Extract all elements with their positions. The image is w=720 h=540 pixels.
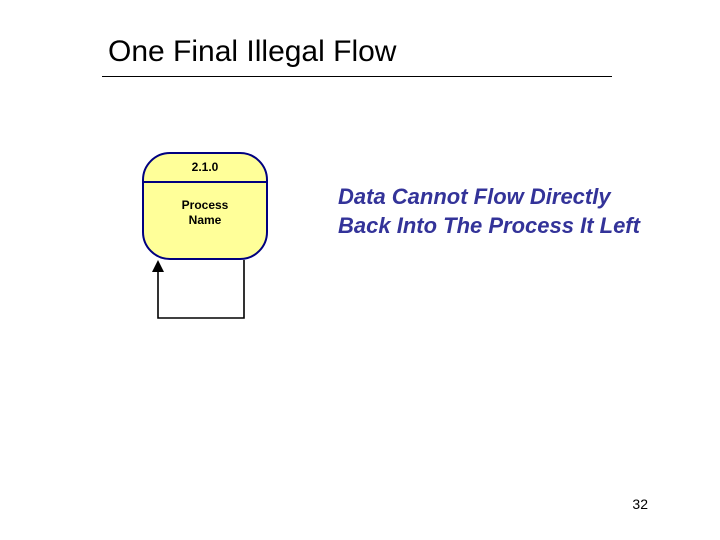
slide-title: One Final Illegal Flow	[108, 35, 396, 69]
process-name: Process Name	[144, 198, 266, 228]
flow-arrow	[0, 0, 720, 540]
slide: One Final Illegal Flow 2.1.0 Process Nam…	[0, 0, 720, 540]
title-underline	[102, 76, 612, 77]
process-divider	[144, 181, 266, 183]
process-name-line1: Process	[182, 198, 229, 212]
process-name-line2: Name	[189, 213, 222, 227]
process-node: 2.1.0 Process Name	[142, 152, 268, 260]
flow-arrowhead-icon	[152, 260, 164, 272]
flow-path	[158, 260, 244, 318]
process-id: 2.1.0	[144, 160, 266, 174]
rule-text: Data Cannot Flow Directly Back Into The …	[338, 183, 658, 240]
page-number: 32	[632, 496, 648, 512]
